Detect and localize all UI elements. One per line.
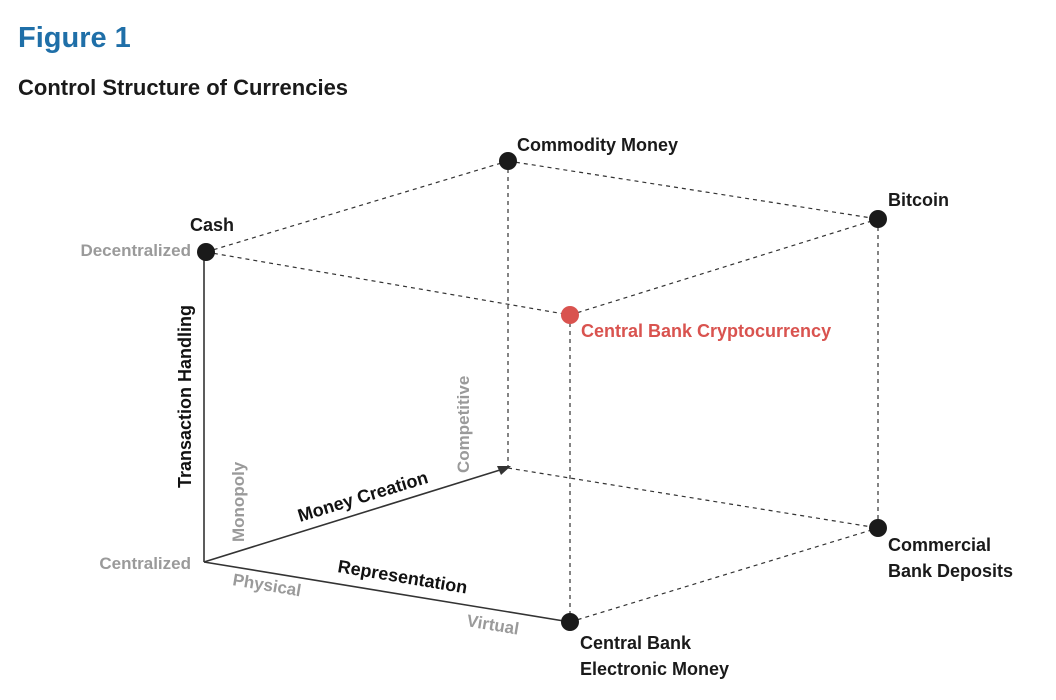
edge-electronic-deposits	[569, 527, 879, 623]
node-cash	[197, 243, 215, 261]
label-commercial-line1: Commercial	[888, 535, 991, 555]
node-central-bank-cryptocurrency	[561, 306, 579, 324]
diagram-title: Control Structure of Currencies	[18, 75, 349, 100]
edge-back-deposits	[507, 467, 879, 529]
node-bitcoin	[869, 210, 887, 228]
label-cb-electronic-line1: Central Bank	[580, 633, 692, 653]
label-decentralized: Decentralized	[80, 241, 191, 260]
label-monopoly: Monopoly	[229, 461, 248, 542]
cube-edges	[205, 160, 879, 623]
axis-title-representation: Representation	[336, 556, 469, 597]
label-commercial-line2: Bank Deposits	[888, 561, 1013, 581]
label-central-bank-cryptocurrency: Central Bank Cryptocurrency	[581, 321, 831, 341]
node-commodity-money	[499, 152, 517, 170]
axis-title-money-creation: Money Creation	[295, 467, 430, 526]
edge-commodity-bitcoin	[507, 160, 879, 220]
edge-cbcc-bitcoin	[569, 218, 879, 316]
label-physical: Physical	[231, 570, 302, 600]
label-virtual: Virtual	[465, 611, 520, 638]
node-central-bank-electronic-money	[561, 613, 579, 631]
axis-depth	[203, 469, 501, 563]
axis-depth-arrow-icon	[497, 466, 511, 475]
axis-title-transaction-handling: Transaction Handling	[175, 305, 195, 488]
label-bitcoin: Bitcoin	[888, 190, 949, 210]
edge-cash-cbcc	[205, 251, 571, 316]
label-cb-electronic-line2: Electronic Money	[580, 659, 729, 679]
label-centralized: Centralized	[99, 554, 191, 573]
label-commodity-money: Commodity Money	[517, 135, 678, 155]
edge-cash-commodity	[205, 160, 509, 253]
label-cash: Cash	[190, 215, 234, 235]
axes	[203, 256, 571, 623]
figure-label: Figure 1	[18, 22, 131, 54]
node-commercial-bank-deposits	[869, 519, 887, 537]
axis-horizontal	[203, 561, 571, 623]
nodes	[197, 152, 887, 631]
label-competitive: Competitive	[454, 376, 473, 473]
